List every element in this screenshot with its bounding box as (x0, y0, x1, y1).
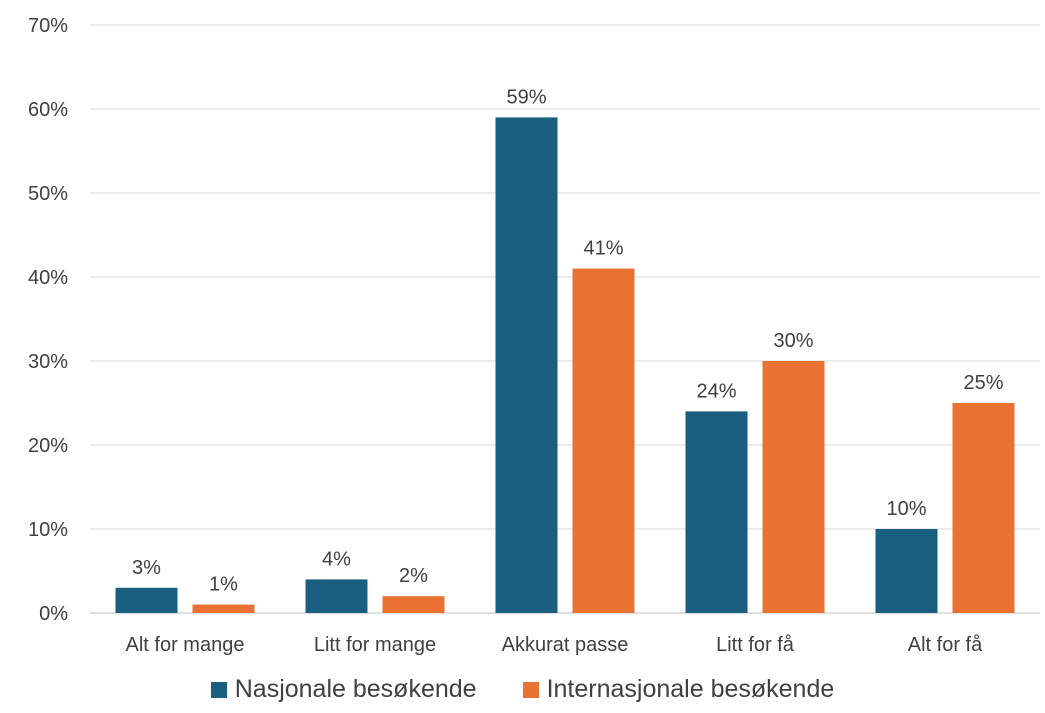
data-label: 24% (696, 380, 736, 402)
legend-swatch-series-2 (522, 681, 539, 698)
y-tick-label: 40% (28, 267, 68, 289)
legend-label-series-1: Nasjonale besøkende (234, 675, 477, 703)
legend-item-series-2: Internasjonale besøkende (522, 675, 835, 704)
y-tick-label: 30% (28, 351, 68, 373)
data-labels: 3% 1% 4% 2% 59% 41% 24% 30% 10% 25% (132, 86, 1004, 595)
x-category-label: Alt for mange (126, 634, 245, 656)
legend: Nasjonale besøkende Internasjonale besøk… (0, 675, 1045, 704)
data-label: 30% (773, 330, 813, 352)
data-label: 2% (399, 565, 428, 587)
x-category-label: Litt for få (716, 634, 795, 656)
x-category-label: Akkurat passe (502, 634, 629, 656)
bar-series-1-3 (685, 411, 748, 613)
bar-series-1-0 (115, 587, 178, 613)
bar-series-2-4 (952, 403, 1015, 613)
bar-series-1-2 (495, 117, 558, 614)
legend-item-series-1: Nasjonale besøkende (210, 675, 477, 704)
y-tick-label: 0% (39, 603, 68, 625)
bar-series-1-1 (305, 579, 368, 613)
bar-series-2-2 (572, 268, 635, 613)
bar-series-2-3 (762, 361, 825, 613)
bar-series-2-0 (192, 604, 255, 613)
bars (115, 117, 1015, 614)
y-tick-label: 10% (28, 519, 68, 541)
y-axis-tick-labels: 0% 10% 20% 30% 40% 50% 60% 70% (28, 15, 68, 625)
y-tick-label: 60% (28, 99, 68, 121)
data-label: 1% (209, 574, 238, 596)
data-label: 4% (322, 548, 351, 570)
data-label: 10% (886, 498, 926, 520)
x-category-label: Alt for få (908, 634, 983, 656)
legend-label-series-2: Internasjonale besøkende (546, 675, 835, 703)
bar-chart: 0% 10% 20% 30% 40% 50% 60% 70% 3% 1% 4% 2% 59% 41% 24… (28, 15, 1040, 656)
gridlines (90, 24, 1040, 614)
bar-series-1-4 (875, 529, 938, 613)
x-axis-category-labels: Alt for mange Litt for mange Akkurat passe… (126, 634, 984, 656)
data-label: 59% (506, 86, 546, 108)
data-label: 25% (963, 372, 1003, 394)
data-label: 41% (583, 238, 623, 260)
y-tick-label: 50% (28, 183, 68, 205)
y-tick-label: 20% (28, 435, 68, 457)
bar-series-2-1 (382, 596, 445, 613)
y-tick-label: 70% (28, 15, 68, 37)
legend-swatch-series-1 (210, 681, 227, 698)
x-category-label: Litt for mange (314, 634, 436, 656)
data-label: 3% (132, 557, 161, 579)
